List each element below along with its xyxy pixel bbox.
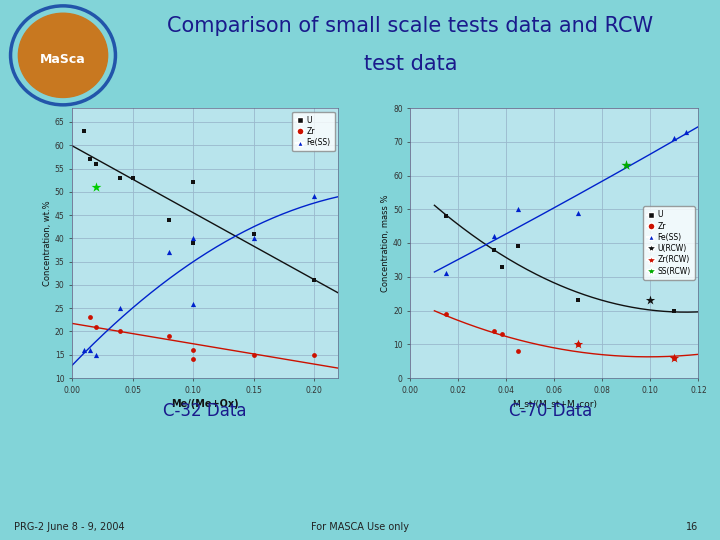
Point (489, 232, 500, 241)
Point (248, 350, 259, 359)
Point (91, 159, 102, 168)
Point (187, 234, 199, 242)
Point (513, 347, 524, 355)
Point (187, 355, 199, 364)
Text: MaSca: MaSca (40, 53, 86, 66)
Point (496, 262, 508, 271)
Legend: U, Zr, Fe(SS), U(RCW), Zr(RCW), SS(RCW): U, Zr, Fe(SS), U(RCW), Zr(RCW), SS(RCW) (643, 206, 695, 280)
Point (669, 353, 680, 362)
Point (441, 269, 452, 278)
Point (91, 350, 102, 359)
Point (187, 346, 199, 354)
Point (163, 215, 175, 224)
Y-axis label: Concentration, mass %: Concentration, mass % (381, 194, 390, 292)
Point (91, 183, 102, 192)
Point (513, 242, 524, 251)
Point (248, 230, 259, 238)
Text: C-32 Data: C-32 Data (163, 402, 247, 420)
Point (114, 304, 126, 313)
Y-axis label: Concentration, wt.%: Concentration, wt.% (42, 200, 52, 286)
Point (163, 332, 175, 340)
Point (644, 296, 656, 305)
Point (127, 173, 138, 182)
Text: PRG-2 June 8 - 9, 2004: PRG-2 June 8 - 9, 2004 (14, 522, 125, 532)
Point (78, 127, 90, 136)
Point (496, 330, 508, 339)
Point (308, 192, 320, 201)
Point (572, 208, 584, 217)
Legend: U, Zr, Fe(SS): U, Zr, Fe(SS) (292, 112, 335, 151)
X-axis label: Me/(Me+Ox): Me/(Me+Ox) (171, 399, 239, 409)
Point (441, 309, 452, 318)
Point (248, 234, 259, 242)
Point (669, 306, 680, 315)
Point (308, 276, 320, 285)
Point (572, 340, 584, 349)
Text: test data: test data (364, 54, 457, 74)
Point (669, 353, 680, 362)
Point (78, 346, 90, 354)
Point (489, 326, 500, 335)
Point (114, 173, 126, 182)
Point (621, 161, 632, 170)
Point (84, 313, 96, 322)
Point (187, 239, 199, 247)
Text: 16: 16 (686, 522, 698, 532)
X-axis label: M_st/(M_st+M_cor): M_st/(M_st+M_cor) (512, 399, 597, 408)
Circle shape (19, 13, 108, 97)
Point (84, 155, 96, 164)
Point (163, 248, 175, 256)
Point (513, 205, 524, 213)
Point (441, 212, 452, 220)
Point (91, 322, 102, 331)
Point (669, 134, 680, 143)
Point (84, 346, 96, 354)
Point (187, 178, 199, 187)
Text: Comparison of small scale tests data and RCW: Comparison of small scale tests data and… (167, 16, 654, 36)
Point (572, 296, 584, 305)
Text: For MASCA Use only: For MASCA Use only (311, 522, 409, 532)
Point (680, 127, 692, 136)
Point (114, 327, 126, 336)
Point (187, 299, 199, 308)
Text: C-70 Data: C-70 Data (509, 402, 593, 420)
Point (308, 350, 320, 359)
Point (489, 245, 500, 254)
Point (572, 340, 584, 349)
